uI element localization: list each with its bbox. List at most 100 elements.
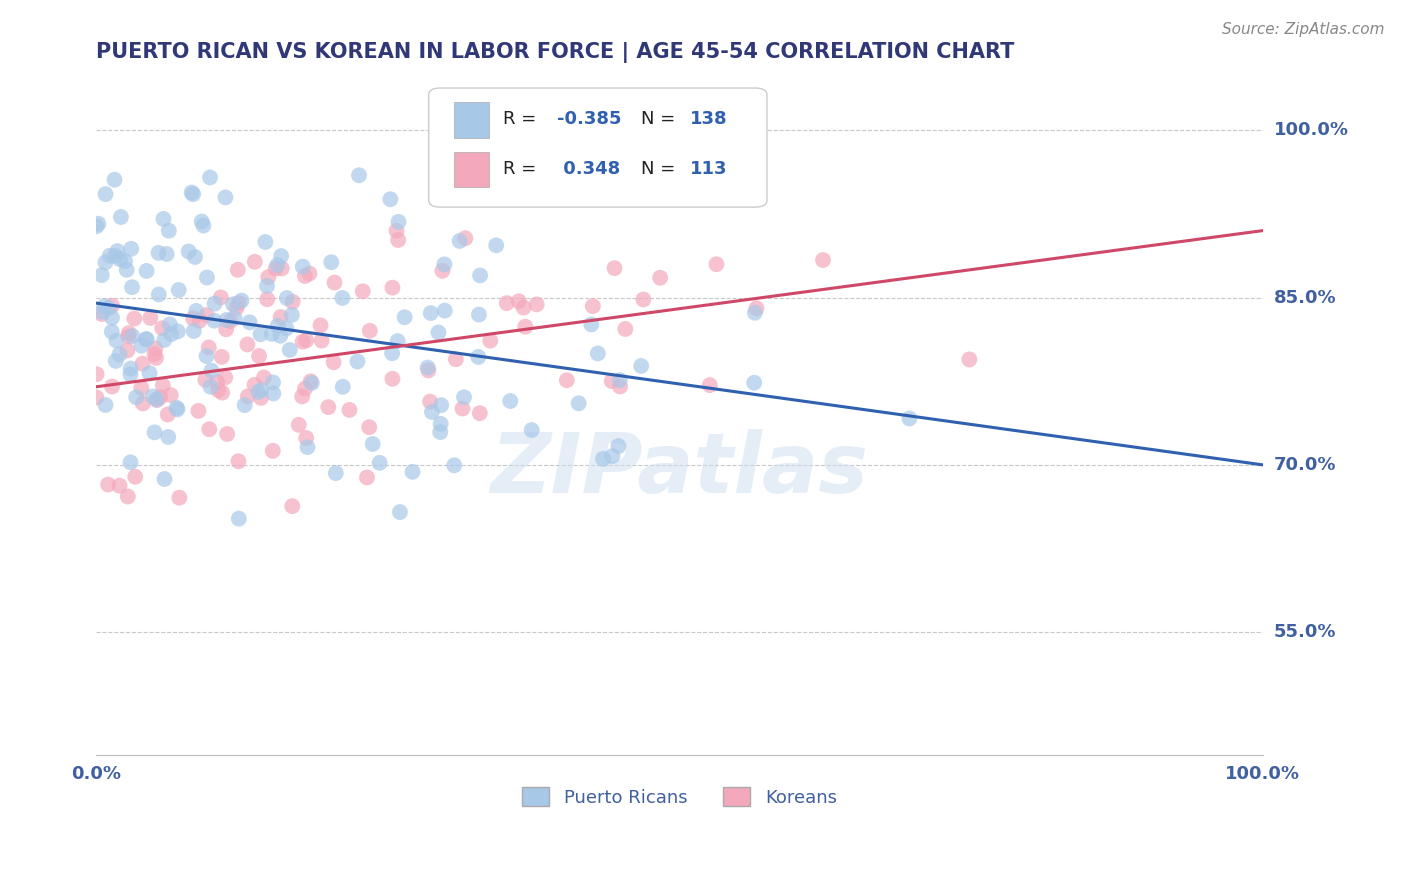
Point bbox=[114, 254, 136, 268]
Point bbox=[387, 215, 409, 229]
Point bbox=[124, 311, 146, 326]
Point bbox=[359, 324, 381, 338]
Point bbox=[427, 326, 450, 340]
Point bbox=[592, 451, 614, 466]
Point bbox=[262, 376, 284, 390]
Point bbox=[260, 326, 283, 341]
Point bbox=[193, 219, 215, 233]
Point bbox=[287, 417, 309, 432]
Point bbox=[361, 437, 384, 451]
Point bbox=[742, 376, 765, 390]
Point bbox=[266, 258, 288, 272]
Point bbox=[479, 334, 502, 348]
Point bbox=[233, 398, 256, 412]
Point bbox=[228, 511, 250, 525]
Point bbox=[217, 427, 239, 442]
Point bbox=[200, 364, 222, 378]
Point bbox=[451, 401, 474, 416]
Point bbox=[98, 249, 121, 263]
Point bbox=[380, 192, 402, 206]
Point bbox=[957, 352, 980, 367]
Point bbox=[153, 472, 176, 486]
Point bbox=[264, 261, 287, 276]
Point bbox=[294, 268, 316, 283]
Point bbox=[228, 454, 250, 468]
Point bbox=[148, 245, 170, 260]
Point bbox=[270, 261, 292, 276]
Point bbox=[101, 299, 124, 313]
Point bbox=[444, 352, 467, 367]
Point bbox=[97, 301, 120, 315]
Text: 100.0%: 100.0% bbox=[1274, 121, 1348, 139]
Point bbox=[145, 392, 167, 407]
Point bbox=[94, 187, 117, 202]
Point bbox=[160, 327, 183, 342]
Point bbox=[224, 311, 246, 326]
Point bbox=[198, 422, 221, 436]
Point bbox=[108, 347, 131, 361]
Point bbox=[120, 455, 142, 469]
Point bbox=[520, 423, 543, 437]
Point bbox=[555, 373, 578, 387]
Point bbox=[250, 391, 273, 405]
Point bbox=[131, 357, 153, 371]
Point bbox=[142, 389, 165, 403]
Point bbox=[449, 234, 471, 248]
Point bbox=[97, 477, 120, 491]
Point bbox=[214, 190, 236, 204]
Point bbox=[101, 325, 124, 339]
Point bbox=[117, 329, 139, 343]
Text: 85.0%: 85.0% bbox=[1274, 288, 1337, 307]
Point bbox=[215, 322, 238, 336]
Point bbox=[181, 311, 204, 326]
Point bbox=[898, 411, 921, 425]
Point bbox=[309, 318, 332, 333]
Point bbox=[499, 394, 522, 409]
Point bbox=[811, 253, 834, 268]
Point bbox=[387, 334, 409, 348]
Point bbox=[650, 270, 672, 285]
Point bbox=[381, 280, 404, 294]
Point bbox=[294, 382, 316, 396]
Point bbox=[346, 354, 368, 368]
Text: PUERTO RICAN VS KOREAN IN LABOR FORCE | AGE 45-54 CORRELATION CHART: PUERTO RICAN VS KOREAN IN LABOR FORCE | … bbox=[96, 42, 1015, 62]
Point bbox=[211, 385, 233, 400]
FancyBboxPatch shape bbox=[454, 103, 489, 137]
Point bbox=[124, 469, 146, 483]
Point bbox=[197, 341, 219, 355]
Point bbox=[385, 224, 408, 238]
Point bbox=[121, 280, 143, 294]
Point bbox=[135, 264, 157, 278]
Point bbox=[429, 425, 451, 439]
Point bbox=[485, 238, 508, 252]
Point bbox=[177, 244, 200, 259]
Point bbox=[101, 310, 124, 325]
Point bbox=[104, 354, 127, 368]
Point bbox=[250, 383, 273, 397]
Point bbox=[105, 334, 128, 348]
Point bbox=[143, 347, 166, 361]
Point bbox=[125, 390, 148, 404]
Point bbox=[207, 384, 229, 398]
Point bbox=[508, 294, 530, 309]
Point bbox=[699, 378, 721, 392]
Point bbox=[744, 306, 766, 320]
Point bbox=[281, 499, 304, 513]
Point bbox=[267, 318, 290, 333]
Point bbox=[515, 319, 537, 334]
Point bbox=[454, 231, 477, 245]
Point bbox=[323, 276, 346, 290]
Point bbox=[443, 458, 465, 473]
Point bbox=[429, 417, 451, 431]
Point bbox=[183, 324, 205, 338]
Point bbox=[278, 343, 301, 357]
Point bbox=[262, 443, 284, 458]
Point bbox=[117, 490, 139, 504]
Point bbox=[86, 368, 108, 382]
Point bbox=[394, 310, 416, 325]
Point bbox=[433, 162, 456, 177]
Point bbox=[226, 262, 249, 277]
Point bbox=[222, 297, 245, 311]
Point bbox=[239, 315, 262, 329]
Point bbox=[184, 250, 207, 264]
